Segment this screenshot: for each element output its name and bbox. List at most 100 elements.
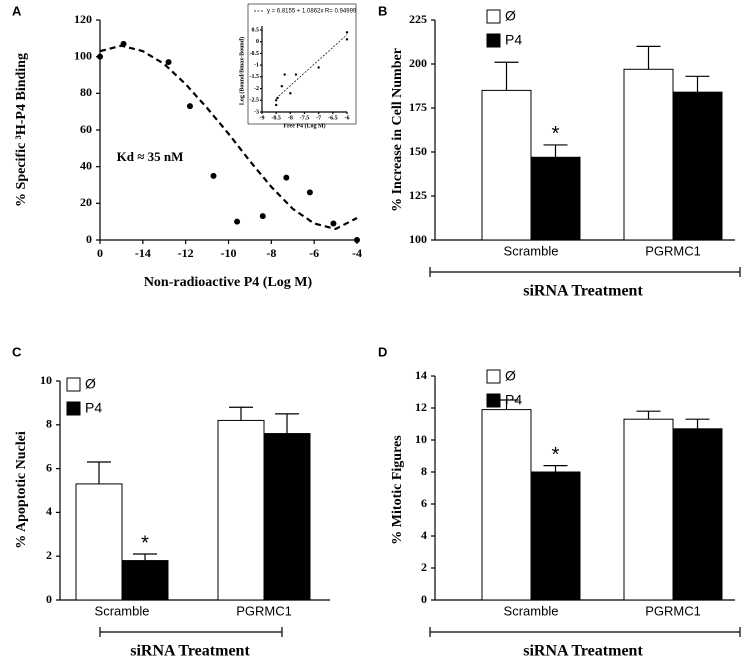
fit-curve	[99, 44, 358, 231]
legend-label: P4	[505, 32, 522, 48]
legend-swatch	[486, 369, 501, 384]
y-tick-label: 200	[409, 56, 427, 70]
x-tick-label: -8	[288, 115, 293, 121]
y-tick-label: 80	[80, 85, 92, 99]
x-axis-label: siRNA Treatment	[130, 643, 250, 660]
x-tick-label: -6	[345, 115, 350, 121]
legend-swatch	[66, 377, 81, 392]
data-point	[186, 103, 193, 110]
bar	[530, 156, 581, 241]
x-tick-label: -7.5	[300, 115, 310, 121]
data-point	[274, 99, 278, 102]
data-point	[259, 213, 266, 220]
legend-swatch	[486, 393, 501, 408]
x-axis-label: Non-radioactive P4 (Log M)	[144, 275, 313, 290]
data-point	[274, 103, 278, 107]
y-tick-label: 6	[46, 460, 52, 474]
bracket	[99, 627, 283, 637]
x-tick-label: -4	[352, 246, 362, 260]
y-tick-label: 100	[409, 232, 427, 246]
legend-swatch	[486, 33, 501, 48]
y-tick-label: 12	[415, 400, 427, 414]
y-tick-label: 4	[46, 504, 52, 518]
y-tick-label: 0	[421, 592, 427, 606]
y-tick-label: 8	[421, 464, 427, 478]
data-point	[283, 73, 286, 76]
bar	[121, 560, 169, 601]
y-tick-label: -1	[254, 63, 259, 69]
x-tick-label: -9	[260, 115, 265, 121]
data-point	[120, 40, 127, 47]
x-axis-label: siRNA Treatment	[523, 643, 643, 660]
bracket	[429, 267, 741, 277]
bar	[623, 418, 674, 601]
data-point	[234, 218, 241, 225]
y-tick-label: 225	[409, 12, 427, 26]
y-tick-label: 2	[421, 560, 427, 574]
fit-curve	[275, 34, 348, 99]
x-tick-label: Scramble	[504, 243, 559, 258]
data-point	[330, 220, 337, 227]
bar	[672, 428, 723, 601]
bar	[672, 91, 723, 241]
y-axis-label: % Increase in Cell Number	[390, 48, 405, 212]
x-tick-label: Scramble	[504, 603, 559, 618]
y-axis-label: % Mitotic Figures	[390, 435, 405, 545]
data-point	[210, 172, 217, 179]
annotation: *	[552, 123, 560, 145]
annotation: Kd ≈ 35 nM	[117, 149, 184, 164]
y-tick-label: 175	[409, 100, 427, 114]
legend-label: y = 6.8155 + 1.0862x R= 0.94999	[267, 9, 357, 15]
y-tick-label: 40	[80, 158, 92, 172]
y-tick-label: 120	[74, 12, 92, 26]
x-axis-label: siRNA Treatment	[523, 283, 643, 300]
inset-box	[247, 3, 357, 125]
y-tick-label: -3	[254, 109, 259, 115]
legend-label: Ø	[505, 368, 516, 384]
y-axis-label: Log (Bound/Bmax-Bound)	[238, 37, 245, 105]
bar	[623, 68, 674, 241]
y-tick-label: 14	[415, 368, 427, 382]
y-tick-label: 20	[80, 195, 92, 209]
y-tick-label: 60	[80, 122, 92, 136]
bar	[530, 471, 581, 601]
x-tick-label: PGRMC1	[236, 603, 292, 618]
x-tick-label: -8	[266, 246, 276, 260]
y-axis-label: % Specific ³H-P4 Binding	[14, 53, 29, 207]
x-tick-label: Scramble	[95, 603, 150, 618]
bar	[263, 433, 311, 601]
y-tick-label: 0	[256, 39, 259, 45]
y-tick-label: 8	[46, 417, 52, 431]
data-point	[317, 66, 320, 69]
y-tick-label: -2	[254, 86, 259, 92]
legend-label: P4	[85, 400, 102, 416]
x-tick-label: -6.5	[328, 115, 338, 121]
panel-letter: A	[12, 3, 22, 18]
data-point	[280, 85, 284, 88]
bar	[75, 483, 123, 601]
annotation: *	[141, 532, 149, 554]
x-tick-label: -8.5	[271, 115, 281, 121]
x-tick-label: PGRMC1	[645, 603, 701, 618]
y-tick-label: -2.5	[250, 98, 260, 104]
data-point	[345, 31, 349, 34]
y-tick-label: 6	[421, 496, 427, 510]
y-tick-label: 125	[409, 188, 427, 202]
y-tick-label: 10	[40, 373, 52, 387]
legend-label: P4	[505, 392, 522, 408]
legend-label: Ø	[505, 8, 516, 24]
panel-letter: D	[378, 344, 387, 359]
x-tick-label: -7	[316, 115, 321, 121]
y-tick-label: 0	[86, 232, 92, 246]
x-tick-label: -10	[221, 246, 237, 260]
y-tick-label: -1.5	[250, 74, 260, 80]
x-axis-label: Free P4 (Log M)	[283, 122, 325, 129]
x-tick-label: -14	[135, 246, 151, 260]
panel-letter: C	[12, 344, 22, 359]
x-tick-label: 0	[97, 246, 103, 260]
bar	[481, 89, 532, 241]
y-tick-label: 0	[46, 592, 52, 606]
x-tick-label: -12	[178, 246, 194, 260]
data-point	[306, 189, 313, 196]
